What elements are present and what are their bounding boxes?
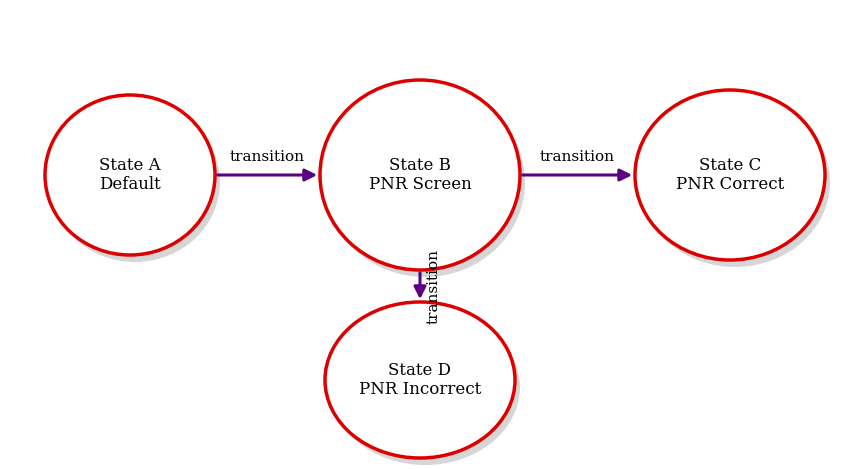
Ellipse shape	[330, 309, 520, 465]
Ellipse shape	[50, 102, 220, 262]
Text: State A
Default: State A Default	[99, 157, 161, 193]
Ellipse shape	[325, 87, 525, 277]
Ellipse shape	[640, 97, 830, 267]
Text: State D
PNR Incorrect: State D PNR Incorrect	[359, 362, 481, 398]
Text: State C
PNR Correct: State C PNR Correct	[676, 157, 784, 193]
Ellipse shape	[45, 95, 215, 255]
Text: State B
PNR Screen: State B PNR Screen	[369, 157, 472, 193]
Ellipse shape	[320, 80, 520, 270]
Ellipse shape	[635, 90, 825, 260]
Text: transition: transition	[230, 150, 305, 164]
Text: transition: transition	[540, 150, 615, 164]
Text: transition: transition	[427, 249, 441, 324]
Ellipse shape	[325, 302, 515, 458]
